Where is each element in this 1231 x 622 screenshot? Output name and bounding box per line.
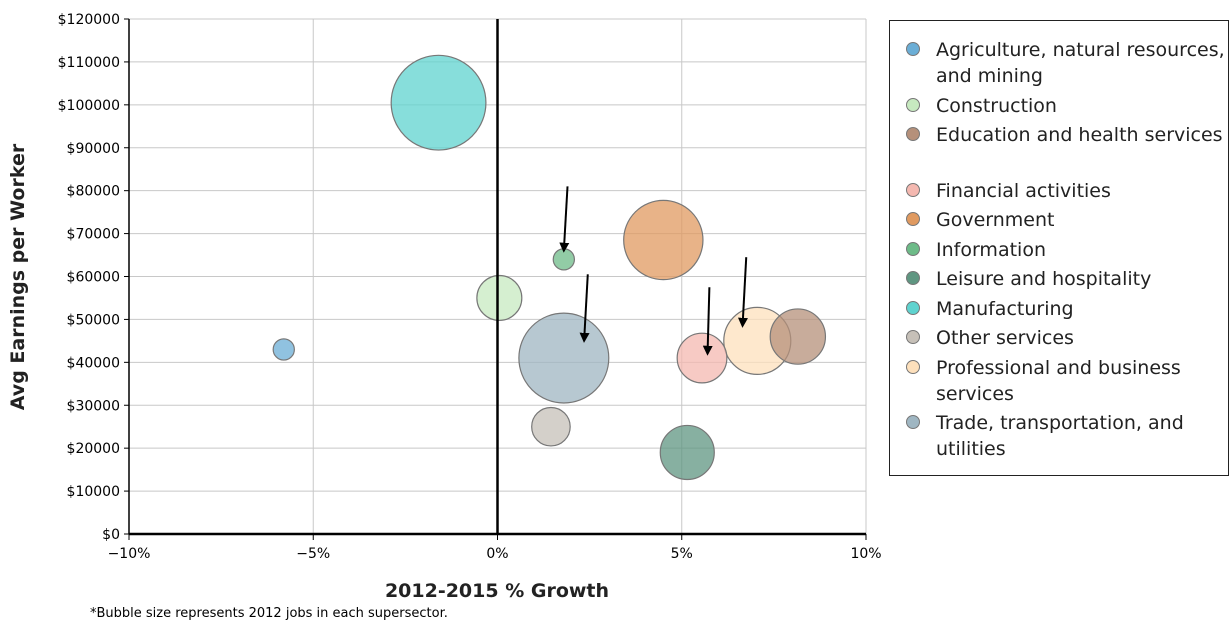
x-tick-label-1: −5% — [296, 546, 330, 562]
legend-label: Construction — [936, 94, 1057, 117]
y-tick-label-4: $40000 — [67, 355, 120, 371]
x-tick-label-0: −10% — [108, 546, 151, 562]
legend-marker-icon — [906, 330, 920, 344]
y-tick-label-12: $120000 — [58, 12, 120, 28]
bubble-0 — [272, 338, 295, 361]
legend-label: Manufacturing — [936, 297, 1074, 320]
bubble-2 — [769, 308, 827, 365]
legend-marker-icon — [906, 212, 920, 226]
bubble-8 — [531, 406, 571, 447]
x-axis-title: 2012-2015 % Growth — [385, 580, 609, 602]
legend-marker-icon — [906, 271, 920, 285]
y-tick-label-8: $80000 — [67, 184, 120, 200]
bubble-5 — [552, 248, 576, 271]
y-tick-label-0: $0 — [102, 527, 120, 543]
legend-marker-icon — [906, 97, 920, 112]
legend-label: Information — [936, 238, 1046, 261]
bubble-7 — [390, 54, 487, 151]
y-tick-label-7: $70000 — [67, 227, 120, 243]
annotation-arrow-3 — [737, 257, 748, 328]
y-tick-label-6: $60000 — [67, 270, 120, 286]
legend-label: Financial activities — [936, 179, 1111, 202]
x-tick-label-4: 10% — [850, 546, 881, 562]
y-tick-label-5: $50000 — [67, 312, 120, 328]
annotation-arrows — [559, 186, 748, 356]
legend-marker-icon — [906, 127, 920, 141]
tick-labels: $0 $10000 $20000 $30000 $40000 $50000 $60000 $7… — [58, 12, 882, 562]
legend-marker-icon — [906, 415, 920, 429]
legend-label: Government — [936, 209, 1055, 231]
legend-label: Agriculture, natural resources, and mini… — [936, 39, 1225, 87]
legend-label: Professional and business services — [936, 356, 1181, 405]
bubble-10 — [518, 312, 610, 404]
annotation-arrow-2 — [702, 287, 713, 356]
y-tick-label-3: $30000 — [67, 398, 120, 414]
x-tick-label-2: 0% — [486, 546, 508, 562]
legend: Agriculture, natural resources, and mini… — [889, 20, 1229, 476]
legend-marker-icon — [906, 359, 920, 374]
legend-marker-icon — [906, 300, 920, 315]
legend-label: Education and health services — [936, 124, 1223, 146]
legend-marker-icon — [906, 182, 920, 197]
bubble-6 — [659, 424, 715, 481]
bubbles — [272, 54, 827, 481]
legend-label: Leisure and hospitality — [936, 268, 1152, 290]
bubble-1 — [476, 274, 523, 322]
annotation-arrow-0 — [559, 186, 570, 253]
y-tick-label-11: $110000 — [58, 55, 120, 71]
x-tick-label-3: 5% — [671, 546, 693, 562]
y-tick-label-9: $90000 — [67, 141, 120, 157]
legend-label: Trade, transportation, and utilities — [936, 412, 1184, 460]
annotation-arrow-1 — [579, 274, 590, 343]
y-tick-label-2: $20000 — [67, 441, 120, 457]
y-axis-title: Avg Earnings per Worker — [7, 143, 29, 410]
legend-marker-icon — [906, 42, 920, 56]
y-tick-label-1: $10000 — [67, 484, 120, 500]
legend-marker-icon — [906, 241, 920, 256]
y-tick-label-10: $100000 — [58, 98, 120, 114]
legend-label: Other services — [936, 327, 1074, 349]
bubble-size-note: *Bubble size represents 2012 jobs in eac… — [90, 606, 448, 621]
bubble-4 — [623, 199, 704, 281]
bubble-3 — [676, 332, 728, 384]
